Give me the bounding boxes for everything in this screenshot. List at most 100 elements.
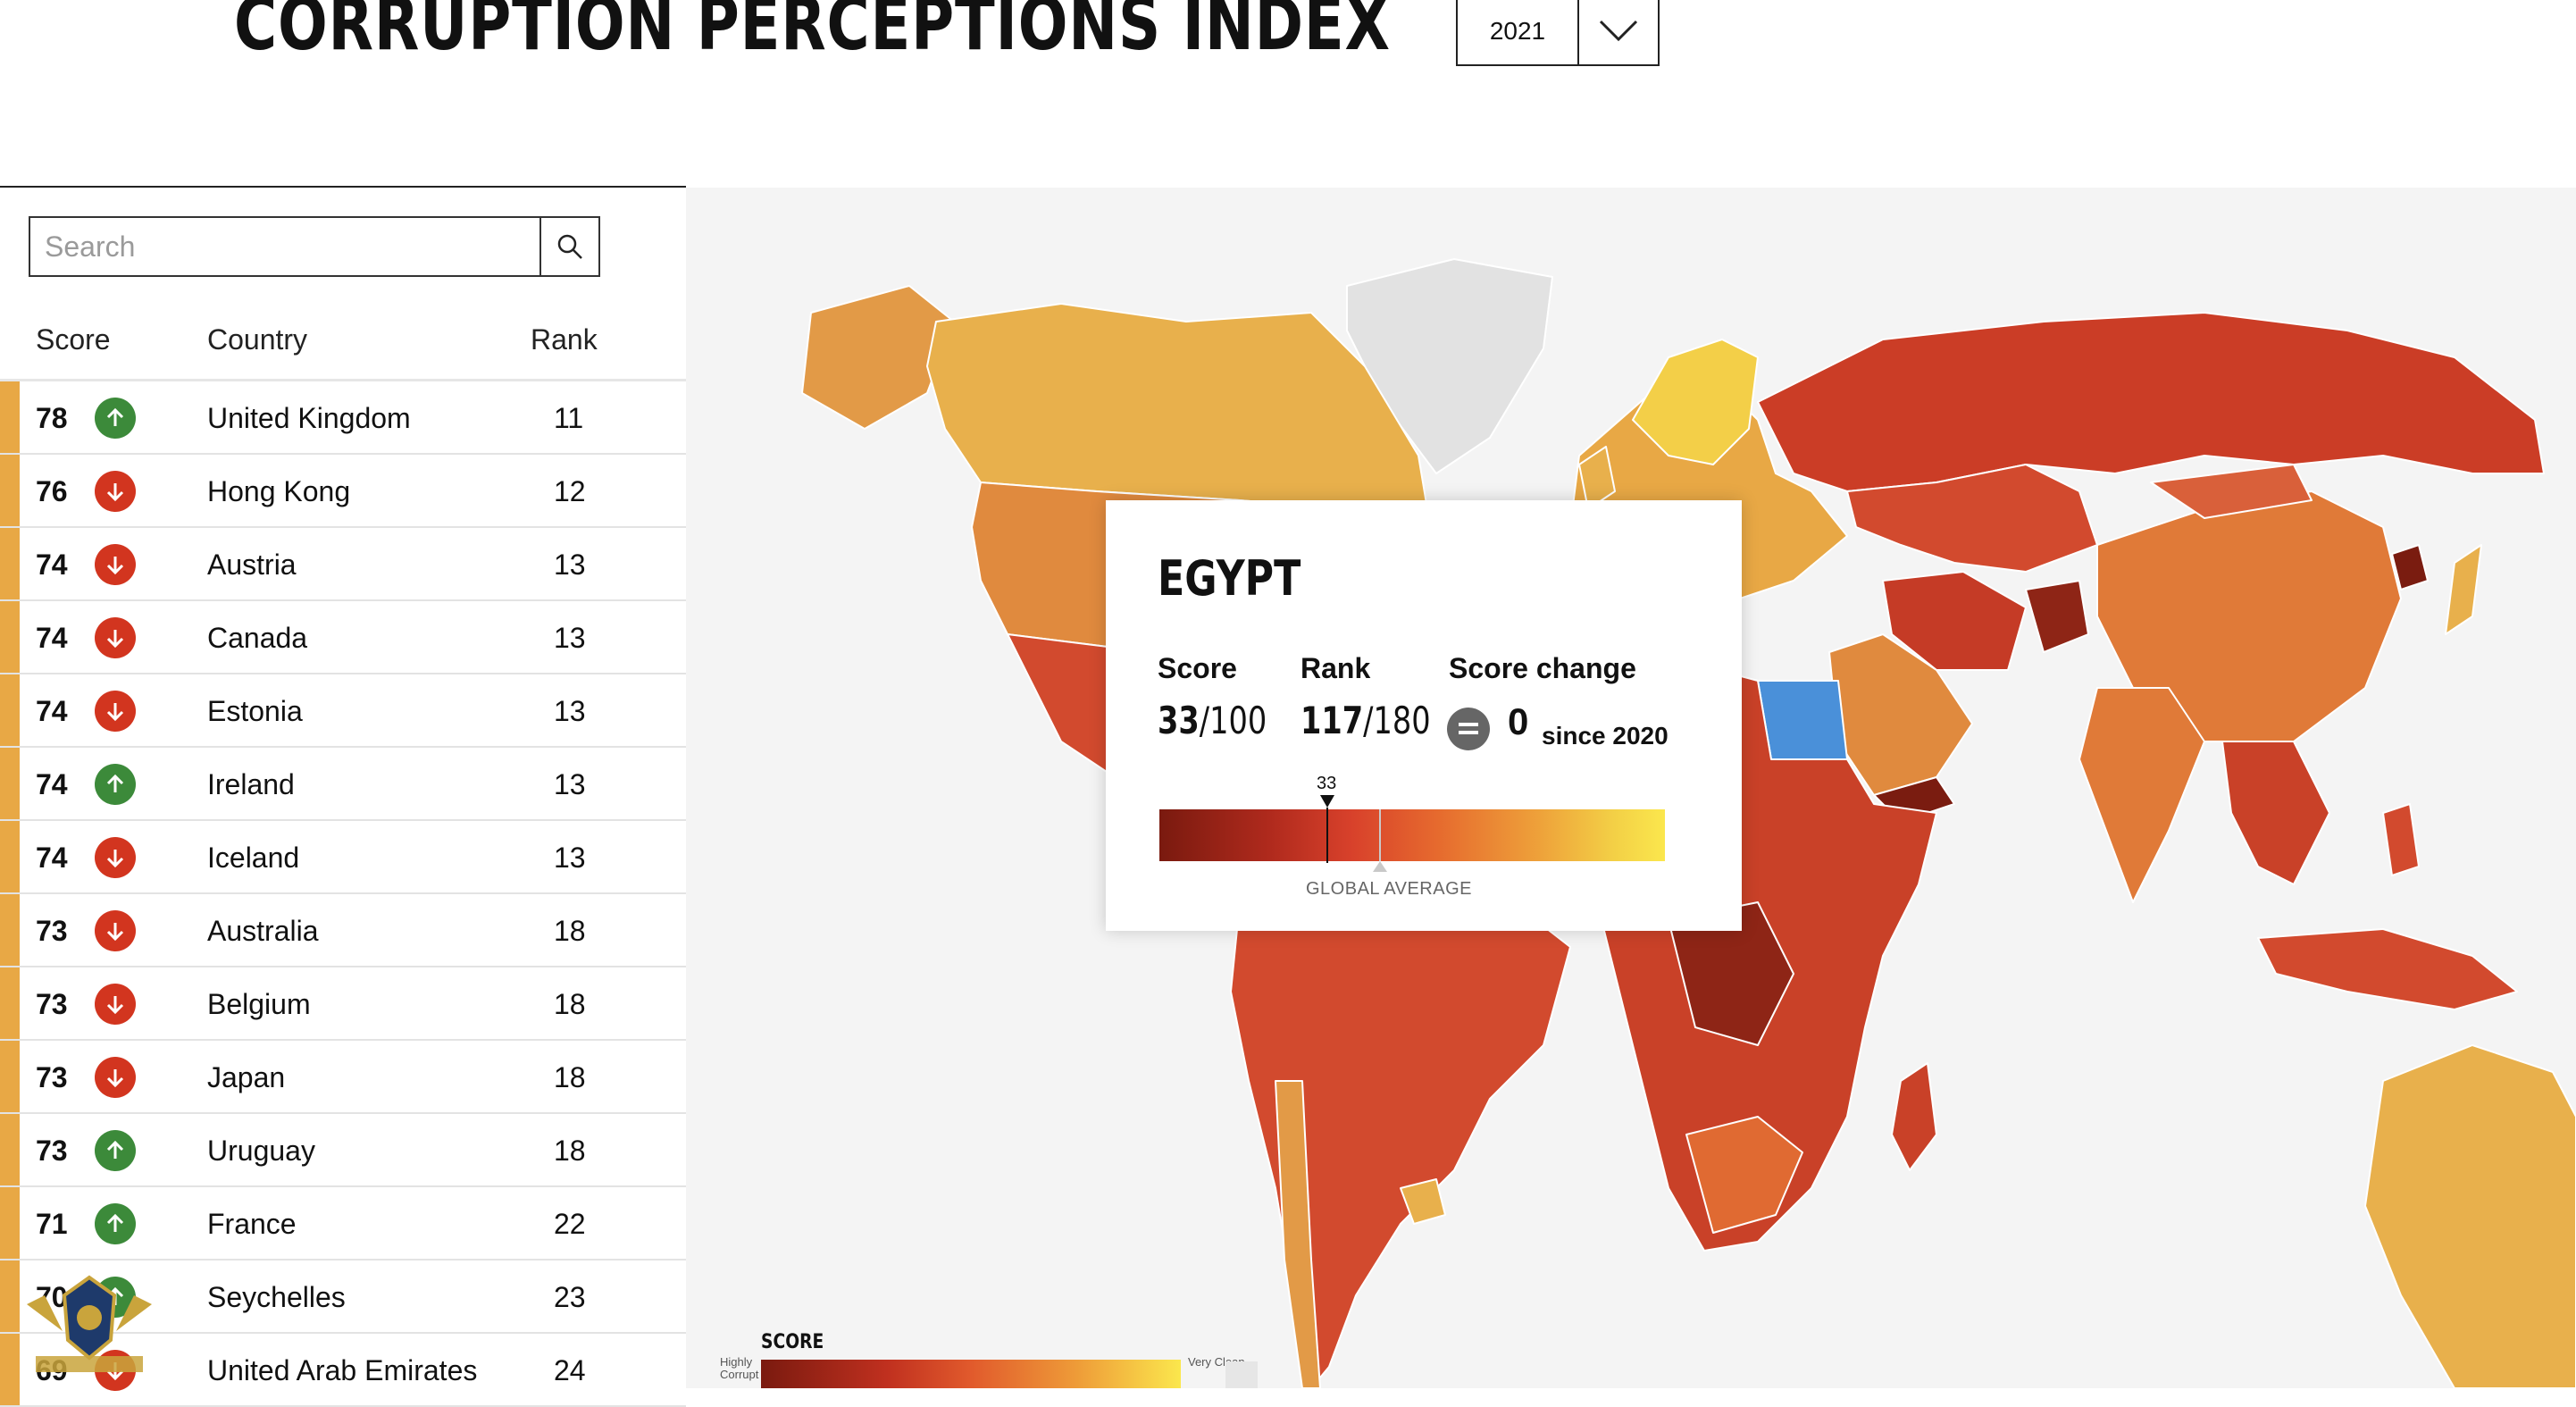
score-color-stripe [0, 1260, 20, 1332]
india [2078, 687, 2205, 903]
year-value: 2021 [1458, 0, 1579, 64]
row-country: Seychelles [207, 1281, 346, 1313]
score-color-stripe [0, 455, 20, 526]
column-header-country[interactable]: Country [207, 323, 308, 356]
ranking-panel: Score Country Rank 78 United Kingdom 11 76 H… [0, 188, 686, 1407]
table-row[interactable]: 73 Uruguay 18 [0, 1114, 686, 1187]
table-row[interactable]: 74 Canada 13 [0, 601, 686, 674]
table-row[interactable]: 74 Ireland 13 [0, 748, 686, 821]
row-country: Estonia [207, 695, 303, 727]
row-country: Australia [207, 915, 319, 947]
arrow-down-icon [95, 471, 136, 512]
column-header-score[interactable]: Score [36, 323, 111, 356]
row-country: United Arab Emirates [207, 1354, 478, 1386]
arrow-up-icon [95, 398, 136, 439]
score-color-stripe [0, 967, 20, 1039]
table-row[interactable]: 73 Australia 18 [0, 894, 686, 967]
table-row[interactable]: 74 Iceland 13 [0, 821, 686, 894]
table-row[interactable]: 73 Belgium 18 [0, 967, 686, 1041]
row-rank: 13 [554, 549, 586, 581]
arrow-up-icon [95, 764, 136, 805]
southeast-asia [2221, 741, 2330, 885]
tooltip-score-value: 33/100 [1158, 699, 1267, 742]
score-color-stripe [0, 1187, 20, 1259]
egypt [1757, 680, 1848, 760]
score-gradient-bar [1159, 809, 1665, 861]
global-average-label: GLOBAL AVERAGE [1306, 879, 1472, 899]
alaska [801, 285, 955, 430]
search-input[interactable] [30, 218, 539, 275]
row-country: Ireland [207, 768, 295, 800]
australia [2364, 1044, 2576, 1388]
row-score: 76 [36, 475, 68, 507]
score-color-stripe [0, 748, 20, 819]
table-row[interactable]: 76 Hong Kong 12 [0, 455, 686, 528]
tooltip-rank-value: 117/180 [1301, 699, 1431, 742]
row-score: 74 [36, 768, 68, 800]
row-rank: 13 [554, 622, 586, 654]
row-rank: 13 [554, 695, 586, 727]
search-box [29, 216, 600, 277]
score-color-stripe [0, 601, 20, 673]
uruguay [1400, 1178, 1446, 1225]
tooltip-change-value: 0 [1508, 700, 1529, 742]
column-header-rank[interactable]: Rank [531, 323, 598, 356]
madagascar [1891, 1062, 1937, 1171]
central-asia [1846, 464, 2098, 573]
global-average-icon [1373, 861, 1387, 872]
row-score: 74 [36, 549, 68, 581]
chevron-down-icon[interactable] [1579, 0, 1658, 64]
year-select[interactable]: 2021 [1456, 0, 1660, 66]
row-country: Iceland [207, 842, 300, 874]
score-color-stripe [0, 528, 20, 599]
table-row[interactable]: 71 France 22 [0, 1187, 686, 1260]
japan [2445, 544, 2482, 635]
table-row[interactable]: 70 Seychelles 23 [0, 1260, 686, 1334]
arrow-down-icon [95, 1057, 136, 1098]
row-country: Canada [207, 622, 308, 654]
iran [1882, 571, 2027, 671]
mongolia [2150, 464, 2313, 519]
row-country: United Kingdom [207, 402, 411, 434]
list-divider [0, 379, 686, 381]
legend-left-label: Highly Corrupt [720, 1355, 759, 1381]
table-row[interactable]: 74 Estonia 13 [0, 674, 686, 748]
row-rank: 11 [554, 402, 584, 434]
legend-gradient [761, 1360, 1181, 1388]
score-color-stripe [0, 1334, 20, 1405]
table-row[interactable]: 78 United Kingdom 11 [0, 381, 686, 455]
row-score: 73 [36, 988, 68, 1020]
score-color-stripe [0, 674, 20, 746]
row-score: 74 [36, 695, 68, 727]
global-average-line [1379, 809, 1381, 861]
row-country: Belgium [207, 988, 311, 1020]
arrow-down-icon [95, 617, 136, 658]
tooltip-rank-label: Rank [1301, 652, 1371, 684]
arrow-down-icon [95, 984, 136, 1025]
tooltip-country-name: EGYPT [1158, 550, 1301, 607]
row-rank: 24 [554, 1354, 586, 1386]
score-marker-line [1326, 808, 1328, 863]
score-marker-label: 33 [1317, 774, 1337, 793]
table-row[interactable]: 73 Japan 18 [0, 1041, 686, 1114]
header-divider [0, 186, 686, 188]
row-rank: 23 [554, 1281, 586, 1313]
row-rank: 18 [554, 1135, 586, 1167]
row-country: Uruguay [207, 1135, 315, 1167]
tooltip-since: since 2020 [1542, 722, 1669, 750]
uk [1578, 446, 1616, 510]
defence-forum-logo [27, 1275, 152, 1372]
score-color-stripe [0, 894, 20, 966]
row-country: France [207, 1208, 297, 1240]
row-rank: 13 [554, 842, 586, 874]
search-button[interactable] [539, 218, 598, 275]
arrow-down-icon [95, 837, 136, 878]
philippines [2382, 803, 2420, 876]
equal-icon [1447, 708, 1490, 750]
table-row[interactable]: 74 Austria 13 [0, 528, 686, 601]
row-country: Hong Kong [207, 475, 351, 507]
score-color-stripe [0, 1041, 20, 1112]
country-tooltip: EGYPT Score Rank Score change 33/100 117… [1106, 500, 1742, 931]
score-color-stripe [0, 1114, 20, 1185]
russia [1757, 312, 2545, 492]
